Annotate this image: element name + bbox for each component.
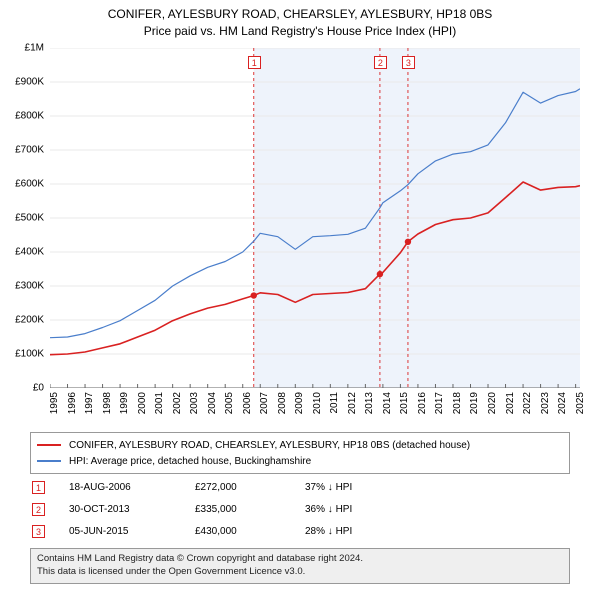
- y-tick-label: £800K: [0, 111, 44, 122]
- sales-marker-box: 3: [32, 525, 45, 538]
- y-tick-label: £700K: [0, 145, 44, 156]
- sales-price: £272,000: [195, 482, 305, 493]
- chart-container: CONIFER, AYLESBURY ROAD, CHEARSLEY, AYLE…: [0, 0, 600, 590]
- x-tick-label: 2004: [207, 392, 218, 414]
- footer-line-2: This data is licensed under the Open Gov…: [37, 566, 563, 579]
- sale-marker-box: 2: [374, 56, 387, 69]
- x-tick-label: 2002: [172, 392, 183, 414]
- y-tick-label: £0: [0, 383, 44, 394]
- legend-row: CONIFER, AYLESBURY ROAD, CHEARSLEY, AYLE…: [37, 437, 563, 453]
- x-tick-label: 2005: [224, 392, 235, 414]
- x-tick-label: 1997: [84, 392, 95, 414]
- y-tick-label: £900K: [0, 77, 44, 88]
- x-tick-label: 2011: [329, 392, 340, 414]
- legend-row: HPI: Average price, detached house, Buck…: [37, 453, 563, 469]
- x-tick-label: 2010: [312, 392, 323, 414]
- x-tick-label: 2015: [399, 392, 410, 414]
- sales-table: 118-AUG-2006£272,00037% ↓ HPI230-OCT-201…: [30, 476, 570, 542]
- footer-line-1: Contains HM Land Registry data © Crown c…: [37, 553, 563, 566]
- x-tick-label: 2013: [364, 392, 375, 414]
- legend-label: HPI: Average price, detached house, Buck…: [69, 456, 311, 467]
- title-line-2: Price paid vs. HM Land Registry's House …: [0, 23, 600, 40]
- y-tick-label: £100K: [0, 349, 44, 360]
- x-tick-label: 2012: [347, 392, 358, 414]
- sales-row: 230-OCT-2013£335,00036% ↓ HPI: [30, 498, 570, 520]
- footer: Contains HM Land Registry data © Crown c…: [30, 548, 570, 584]
- sales-pct: 37% ↓ HPI: [305, 482, 405, 493]
- x-tick-label: 2024: [557, 392, 568, 414]
- sales-marker-box: 1: [32, 481, 45, 494]
- sales-date: 18-AUG-2006: [45, 482, 195, 493]
- x-tick-label: 2017: [434, 392, 445, 414]
- sales-price: £335,000: [195, 504, 305, 515]
- x-tick-label: 2022: [522, 392, 533, 414]
- x-tick-label: 2016: [417, 392, 428, 414]
- y-tick-label: £600K: [0, 179, 44, 190]
- x-tick-label: 1996: [67, 392, 78, 414]
- y-tick-label: £400K: [0, 247, 44, 258]
- sales-row: 305-JUN-2015£430,00028% ↓ HPI: [30, 520, 570, 542]
- x-tick-label: 1998: [102, 392, 113, 414]
- x-tick-label: 2023: [540, 392, 551, 414]
- sales-row: 118-AUG-2006£272,00037% ↓ HPI: [30, 476, 570, 498]
- y-tick-label: £1M: [0, 43, 44, 54]
- x-tick-label: 2006: [242, 392, 253, 414]
- title-line-1: CONIFER, AYLESBURY ROAD, CHEARSLEY, AYLE…: [0, 6, 600, 23]
- y-tick-label: £300K: [0, 281, 44, 292]
- x-tick-label: 2000: [137, 392, 148, 414]
- y-tick-label: £500K: [0, 213, 44, 224]
- x-tick-label: 1995: [49, 392, 60, 414]
- sales-pct: 36% ↓ HPI: [305, 504, 405, 515]
- x-tick-label: 2007: [259, 392, 270, 414]
- sales-price: £430,000: [195, 526, 305, 537]
- x-tick-label: 2003: [189, 392, 200, 414]
- sales-date: 30-OCT-2013: [45, 504, 195, 515]
- chart-area: £0£100K£200K£300K£400K£500K£600K£700K£80…: [50, 48, 580, 413]
- x-tick-label: 2021: [505, 392, 516, 414]
- x-tick-label: 2020: [487, 392, 498, 414]
- x-tick-label: 2014: [382, 392, 393, 414]
- legend-swatch: [37, 444, 61, 446]
- x-tick-label: 2018: [452, 392, 463, 414]
- sales-marker-box: 2: [32, 503, 45, 516]
- sales-date: 05-JUN-2015: [45, 526, 195, 537]
- x-tick-label: 2009: [294, 392, 305, 414]
- x-tick-label: 2001: [154, 392, 165, 414]
- sales-pct: 28% ↓ HPI: [305, 526, 405, 537]
- x-tick-label: 2025: [575, 392, 586, 414]
- sale-marker-box: 1: [248, 56, 261, 69]
- x-tick-label: 2019: [469, 392, 480, 414]
- legend-swatch: [37, 460, 61, 461]
- legend-label: CONIFER, AYLESBURY ROAD, CHEARSLEY, AYLE…: [69, 440, 470, 451]
- legend: CONIFER, AYLESBURY ROAD, CHEARSLEY, AYLE…: [30, 432, 570, 474]
- plot-svg: [50, 48, 580, 388]
- title-block: CONIFER, AYLESBURY ROAD, CHEARSLEY, AYLE…: [0, 0, 600, 40]
- x-tick-label: 1999: [119, 392, 130, 414]
- x-tick-label: 2008: [277, 392, 288, 414]
- sale-marker-box: 3: [402, 56, 415, 69]
- y-tick-label: £200K: [0, 315, 44, 326]
